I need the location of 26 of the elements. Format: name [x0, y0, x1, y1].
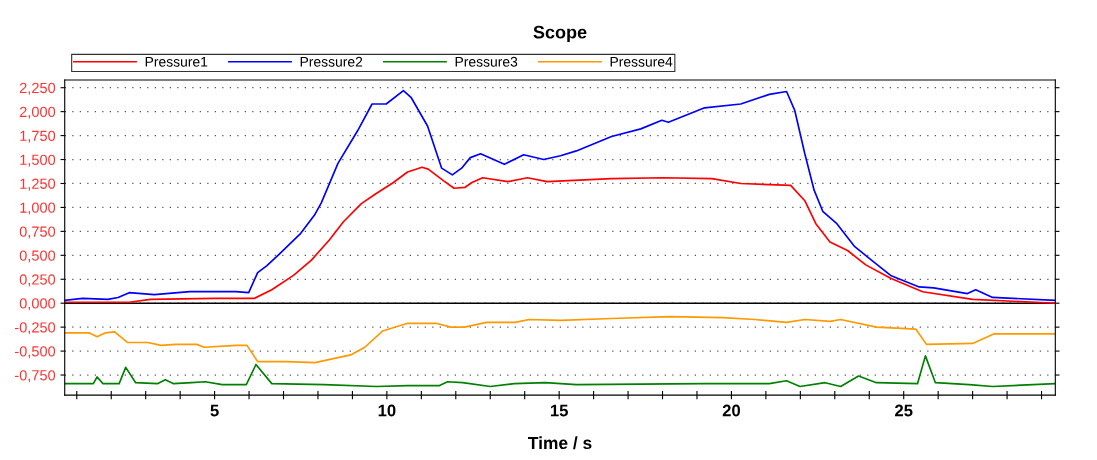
line-series	[64, 355, 1056, 388]
y-tick-label: 1,750	[20, 130, 56, 143]
line-series	[64, 315, 1056, 364]
x-tick-label: 25	[895, 404, 913, 417]
x-tick-label: 15	[550, 404, 568, 417]
y-tick-label: -0,500	[15, 346, 56, 359]
y-tick-label: 0,250	[19, 274, 56, 287]
y-tick-label: 2,250	[19, 82, 56, 95]
legend-label: Pressure1	[145, 57, 208, 67]
y-tick-label: -0,250	[15, 322, 56, 335]
x-tick-label: 20	[722, 404, 741, 417]
x-axis-title: Time / s	[528, 436, 592, 450]
y-tick-label: 1,250	[20, 178, 56, 191]
x-tick-label: 10	[378, 404, 396, 417]
y-tick-label: 1,500	[20, 154, 56, 167]
legend-label: Pressure2	[300, 56, 363, 67]
y-tick-label: 2,000	[19, 106, 56, 119]
y-tick-label: 0,500	[19, 250, 56, 263]
legend-label: Pressure4	[610, 57, 673, 67]
y-tick-label: -0,750	[15, 370, 56, 383]
x-tick-label: 5	[210, 404, 219, 417]
y-tick-label: 1,000	[20, 202, 56, 215]
legend-label: Pressure3	[455, 56, 518, 67]
y-tick-label: 0,000	[19, 298, 56, 311]
chart-title: Scope	[533, 25, 587, 43]
y-tick-label: 0,750	[19, 226, 56, 239]
